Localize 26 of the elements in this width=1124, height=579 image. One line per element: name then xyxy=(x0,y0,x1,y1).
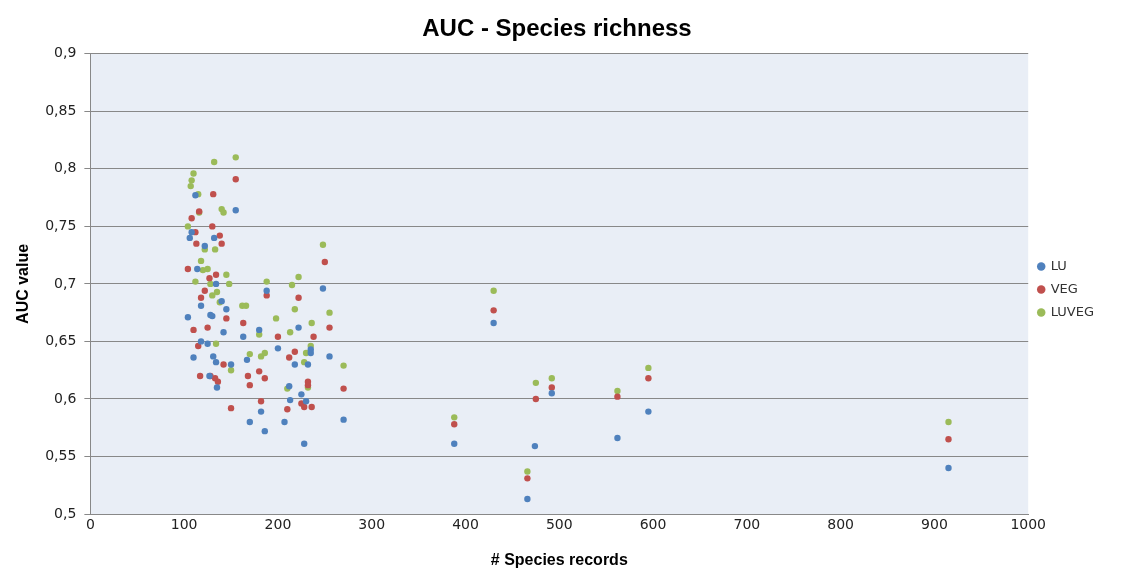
legend-label: VEG xyxy=(1050,280,1078,296)
x-tick-label: 0 xyxy=(85,516,95,533)
y-tick-label: 0,65 xyxy=(45,332,77,349)
x-tick-label: 900 xyxy=(921,516,948,533)
x-tick-label: 1000 xyxy=(1010,516,1047,533)
x-tick-label: 500 xyxy=(545,516,573,533)
legend-label: LU xyxy=(1050,257,1067,273)
chart-title: AUC - Species richness xyxy=(422,14,692,42)
x-tick-label: 600 xyxy=(639,516,667,533)
x-tick-label: 400 xyxy=(452,516,479,533)
y-tick-label: 0,7 xyxy=(54,274,77,291)
y-tick-label: 0,9 xyxy=(54,44,77,61)
y-tick-label: 0,75 xyxy=(45,217,77,234)
y-tick-label: 0,55 xyxy=(45,447,77,464)
legend-label: LUVEG xyxy=(1050,303,1095,319)
x-tick-label: 800 xyxy=(827,516,855,533)
y-tick-label: 0,8 xyxy=(54,159,77,176)
x-tick-label: 700 xyxy=(733,516,761,533)
y-tick-label: 0,85 xyxy=(45,101,77,118)
y-axis-title: AUC value xyxy=(14,243,32,324)
y-tick-label: 0,6 xyxy=(54,389,77,406)
x-axis-title: # Species records xyxy=(490,550,628,568)
x-tick-label: 200 xyxy=(264,516,292,533)
x-tick-label: 100 xyxy=(170,516,198,533)
y-tick-label: 0,5 xyxy=(54,504,77,521)
x-tick-label: 300 xyxy=(358,516,386,533)
